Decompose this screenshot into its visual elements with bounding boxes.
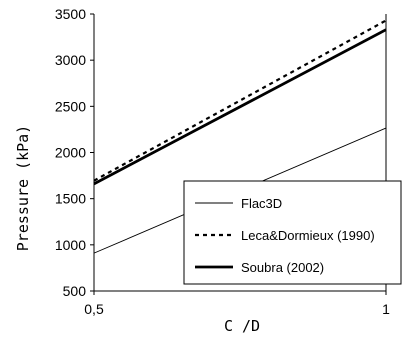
series-line [93,28,387,186]
y-tick-label: 500 [63,283,87,299]
y-tick-label: 3000 [55,52,86,68]
x-tick-label: 0,5 [84,301,104,317]
y-tick-label: 1500 [55,191,86,207]
legend-label: Flac3D [241,196,282,211]
legend-label: Soubra (2002) [241,260,324,275]
y-axis-title: Pressure (kPa) [14,125,32,251]
y-tick-label: 2000 [55,145,86,161]
tick-labels: 500 1000 1500 2000 2500 3000 3500 0,5 1 [55,6,390,317]
x-tick-label: 1 [382,301,390,317]
y-tick-label: 2500 [55,98,86,114]
legend: Flac3D Leca&Dormieux (1990) Soubra (2002) [183,180,402,285]
series-line [93,19,387,182]
x-axis-title: C /D [224,317,260,335]
y-tick-label: 1000 [55,237,86,253]
y-tick-label: 3500 [55,6,86,22]
legend-label: Leca&Dormieux (1990) [241,228,375,243]
